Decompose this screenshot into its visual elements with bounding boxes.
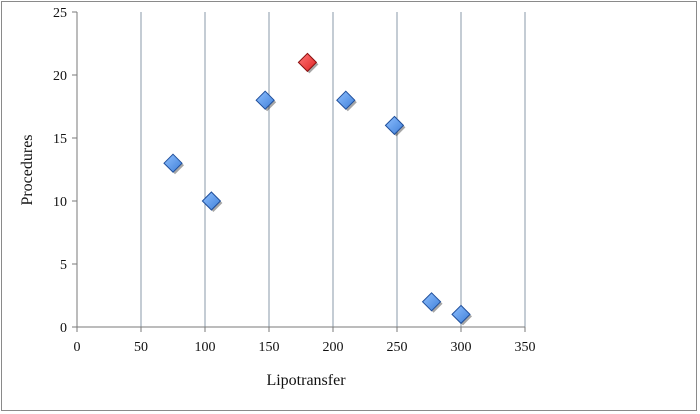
y-tick-label: 15 xyxy=(53,132,67,147)
y-tick-label: 25 xyxy=(53,6,67,21)
data-point xyxy=(255,90,275,110)
x-tick-label: 200 xyxy=(323,340,344,355)
data-point xyxy=(336,90,356,110)
y-tick-labels: 0 5 10 15 20 25 xyxy=(53,6,67,336)
grid-lines xyxy=(140,12,526,327)
x-tick-label: 350 xyxy=(515,340,536,355)
data-points xyxy=(163,52,472,326)
x-tick-label: 100 xyxy=(195,340,216,355)
x-tick-label: 300 xyxy=(451,340,472,355)
x-axis-label: Lipotransfer xyxy=(266,372,346,389)
data-point xyxy=(201,191,222,211)
y-axis-label: Procedures xyxy=(19,134,36,205)
x-tick-label: 0 xyxy=(74,340,81,355)
axes xyxy=(72,11,526,332)
data-point xyxy=(163,153,183,173)
y-tick-label: 10 xyxy=(53,195,67,210)
x-tick-labels: 0 50 100 150 200 250 300 350 xyxy=(74,340,536,355)
x-tick-label: 50 xyxy=(134,340,148,355)
y-tick-label: 5 xyxy=(60,258,67,273)
x-tick-label: 250 xyxy=(387,340,408,355)
data-point xyxy=(451,304,471,325)
data-point xyxy=(384,115,405,136)
data-point xyxy=(421,292,442,312)
data-point-highlight xyxy=(297,52,318,73)
y-tick-label: 20 xyxy=(53,69,67,84)
x-tick-label: 150 xyxy=(259,340,280,355)
y-tick-label: 0 xyxy=(60,321,67,336)
